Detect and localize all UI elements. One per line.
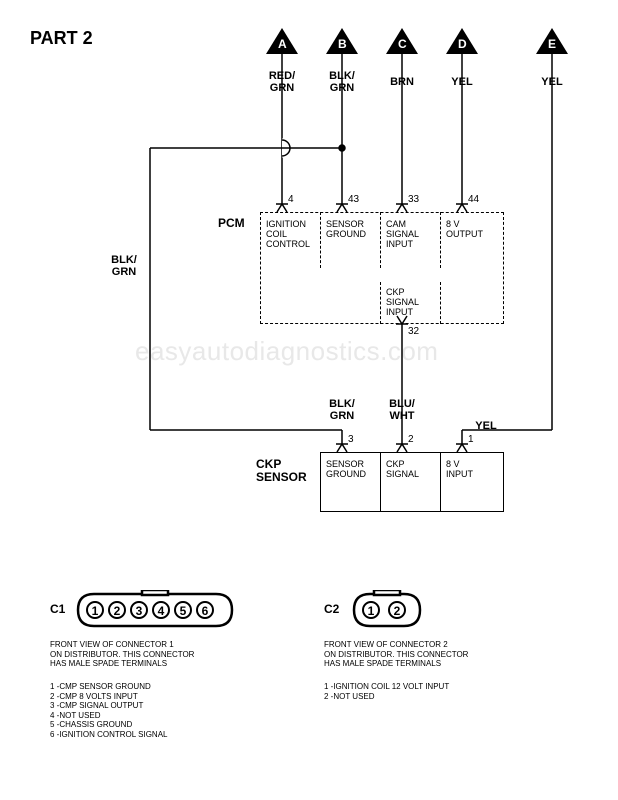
pcm-cell-4: IGNITION COIL CONTROL xyxy=(266,220,318,250)
left-wire-label: BLK/ GRN xyxy=(108,254,140,278)
c2-front-text: FRONT VIEW OF CONNECTOR 2 ON DISTRIBUTOR… xyxy=(324,640,468,669)
wiring-diagram xyxy=(0,0,618,800)
c1-pin-5: 5 xyxy=(174,601,192,619)
ckp-wire-3: BLK/ GRN xyxy=(326,398,358,422)
ckp-label: CKP SENSOR xyxy=(256,458,307,484)
pcm-cell-33: CAM SIGNAL INPUT xyxy=(386,220,438,250)
c1-legend: 1 -CMP SENSOR GROUND 2 -CMP 8 VOLTS INPU… xyxy=(50,682,168,740)
c2-pin-2: 2 xyxy=(388,601,406,619)
c2-pin-1: 1 xyxy=(362,601,380,619)
ckp-wire-2: BLU/ WHT xyxy=(386,398,418,422)
pcm-pin-33: 33 xyxy=(408,194,419,205)
c2-label: C2 xyxy=(324,602,339,616)
c1-front-text: FRONT VIEW OF CONNECTOR 1 ON DISTRIBUTOR… xyxy=(50,640,194,669)
c1-pin-1: 1 xyxy=(86,601,104,619)
pcm-pin-4: 4 xyxy=(288,194,294,205)
pcm-cell-43: SENSOR GROUND xyxy=(326,220,378,240)
ckp-pin-2: 2 xyxy=(408,434,414,445)
pcm-cell-32: CKP SIGNAL INPUT xyxy=(386,288,438,318)
pcm-cell-44: 8 V OUTPUT xyxy=(446,220,498,240)
pcm-pin-43: 43 xyxy=(348,194,359,205)
pcm-div-bottom-l xyxy=(380,282,381,324)
ckp-pin-3: 3 xyxy=(348,434,354,445)
c1-pin-4: 4 xyxy=(152,601,170,619)
pcm-div-2 xyxy=(380,212,381,268)
c1-label: C1 xyxy=(50,602,65,616)
ckp-pin-1: 1 xyxy=(468,434,474,445)
ckp-wire-1: YEL xyxy=(472,420,500,432)
pcm-pin-44: 44 xyxy=(468,194,479,205)
pcm-div-3 xyxy=(440,212,441,268)
c1-pin-3: 3 xyxy=(130,601,148,619)
ckp-div-2 xyxy=(440,452,441,512)
c2-legend: 1 -IGNITION COIL 12 VOLT INPUT 2 -NOT US… xyxy=(324,682,449,701)
c1-pin-6: 6 xyxy=(196,601,214,619)
pcm-div-bottom-r xyxy=(440,282,441,324)
ckp-div-1 xyxy=(380,452,381,512)
pcm-pin-32: 32 xyxy=(408,326,419,337)
ckp-cell-1: 8 V INPUT xyxy=(446,460,498,480)
pcm-label: PCM xyxy=(218,216,245,230)
pcm-div-1 xyxy=(320,212,321,268)
ckp-cell-2: CKP SIGNAL xyxy=(386,460,438,480)
ckp-cell-3: SENSOR GROUND xyxy=(326,460,378,480)
c1-pin-2: 2 xyxy=(108,601,126,619)
